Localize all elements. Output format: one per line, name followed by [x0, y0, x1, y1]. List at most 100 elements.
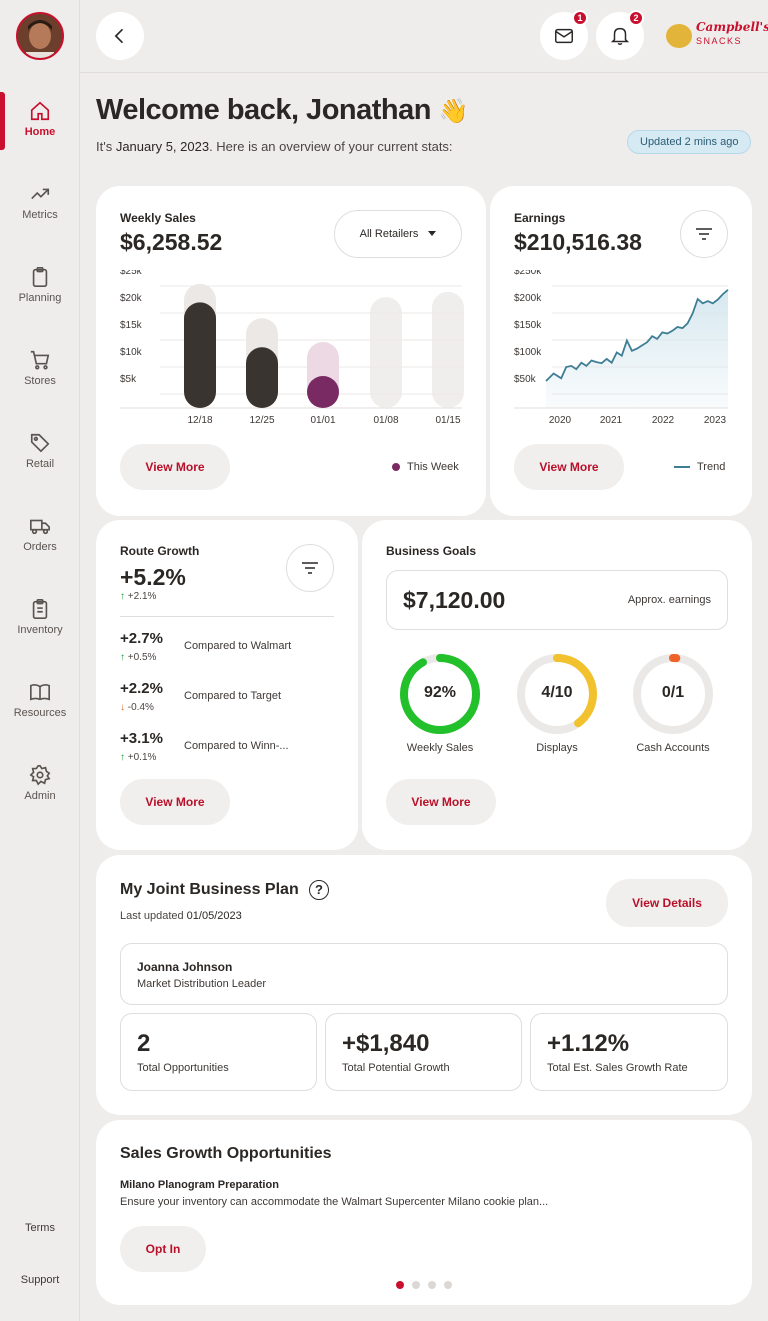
nav-retail[interactable]: Retail: [0, 424, 80, 484]
target-bar: [370, 297, 402, 408]
ring-value: 0/1: [661, 684, 685, 701]
retailer-dropdown[interactable]: All Retailers: [334, 210, 462, 258]
caret-down-icon: [428, 231, 437, 236]
nav-stores[interactable]: Stores: [0, 341, 80, 401]
stat-label: Total Potential Growth: [342, 1062, 450, 1074]
messages-button[interactable]: 1: [540, 10, 588, 60]
carousel-dot[interactable]: [428, 1281, 436, 1289]
sales-bar[interactable]: [246, 347, 278, 408]
row-change-value: +0.5%: [127, 652, 157, 663]
bell-icon: [610, 27, 630, 45]
ring-progress: [633, 654, 713, 734]
help-icon[interactable]: ?: [309, 880, 329, 900]
y-tick-label: $15k: [120, 320, 143, 331]
current-date: January 5, 2023: [115, 139, 210, 154]
earnings-value: $210,516.38: [514, 229, 642, 255]
carousel-dot[interactable]: [444, 1281, 452, 1289]
sales-bar[interactable]: [184, 302, 216, 408]
nav-inventory[interactable]: Inventory: [0, 590, 80, 650]
target-bar: [432, 291, 464, 408]
row-value: +3.1%: [120, 730, 163, 747]
nav-label: Planning: [18, 292, 62, 304]
opportunity-title: Milano Planogram Preparation: [120, 1179, 279, 1191]
earnings-legend: Trend: [674, 461, 725, 473]
stat-total-potential-growth: +$1,840 Total Potential Growth: [325, 1013, 522, 1091]
campbells-snacks-logo[interactable]: Campbell's SNACKS: [666, 20, 768, 52]
nav-label: Stores: [24, 375, 56, 387]
route-growth-filter-button[interactable]: [286, 544, 334, 592]
nav-planning[interactable]: Planning: [0, 258, 80, 318]
stat-total-opportunities: 2 Total Opportunities: [120, 1013, 317, 1091]
ring-value: 92%: [423, 684, 457, 701]
x-tick-label: 12/18: [187, 415, 212, 426]
last-updated-label: Last updated: [120, 910, 187, 922]
retailer-dropdown-value: All Retailers: [359, 228, 419, 240]
updated-badge: Updated 2 mins ago: [627, 130, 752, 154]
nav-metrics[interactable]: Metrics: [0, 175, 80, 235]
notifications-button[interactable]: 2: [596, 10, 644, 60]
route-growth-label: Route Growth: [120, 544, 200, 558]
row-compare: Compared to Walmart: [184, 640, 292, 652]
y-tick-label: $150k: [514, 320, 542, 331]
nav-label: Metrics: [22, 209, 58, 221]
gear-icon: [29, 765, 51, 786]
y-tick-label: $200k: [514, 293, 542, 304]
wave-emoji-icon: 👋: [438, 97, 469, 125]
jbp-title: My Joint Business Plan: [120, 881, 299, 898]
ring-label: Displays: [536, 742, 578, 754]
approx-earnings-value: $7,120.00: [403, 587, 506, 613]
row-value: +2.2%: [120, 680, 163, 697]
nav-orders[interactable]: Orders: [0, 507, 80, 567]
sales-bar[interactable]: [307, 376, 339, 408]
back-button[interactable]: [96, 12, 144, 60]
row-value: +2.7%: [120, 630, 163, 647]
y-tick-label: $20k: [120, 293, 143, 304]
user-avatar[interactable]: [16, 12, 64, 60]
carousel-dot[interactable]: [396, 1281, 404, 1289]
stat-sales-growth-rate: +1.12% Total Est. Sales Growth Rate: [530, 1013, 728, 1091]
welcome-text: Welcome back, Jonathan: [96, 94, 431, 126]
route-growth-view-more-button[interactable]: View More: [120, 779, 230, 825]
clipboard-list-icon: [32, 599, 48, 619]
terms-link[interactable]: Terms: [25, 1222, 55, 1234]
nav-label: Inventory: [17, 624, 63, 636]
nav-resources[interactable]: Resources: [0, 673, 80, 733]
earnings-filter-button[interactable]: [680, 210, 728, 258]
nav-label: Orders: [23, 541, 57, 553]
row-change: ↑ +0.1%: [120, 752, 156, 763]
stat-label: Total Est. Sales Growth Rate: [547, 1062, 688, 1074]
stat-value: +$1,840: [342, 1030, 430, 1057]
x-tick-label: 01/15: [435, 415, 460, 426]
nav-admin[interactable]: Admin: [0, 756, 80, 816]
stat-value: 2: [137, 1030, 151, 1057]
y-tick-label: $10k: [120, 347, 143, 358]
x-tick-label: 2022: [652, 415, 675, 426]
support-link[interactable]: Support: [20, 1274, 60, 1286]
subtitle-prefix: It's: [96, 139, 116, 154]
carousel-dot[interactable]: [412, 1281, 420, 1289]
weekly-sales-view-more-button[interactable]: View More: [120, 444, 230, 490]
nav-label: Retail: [25, 458, 55, 470]
tag-icon: [30, 433, 50, 453]
opt-in-button[interactable]: Opt In: [120, 1226, 206, 1272]
contact-name: Joanna Johnson: [137, 960, 233, 974]
nav-home[interactable]: Home: [0, 92, 80, 152]
joint-business-plan-card: My Joint Business Plan ? Last updated 01…: [96, 855, 752, 1115]
business-goals-view-more-button[interactable]: View More: [386, 779, 496, 825]
business-goals-label: Business Goals: [386, 544, 477, 558]
header-divider: [80, 72, 768, 73]
row-change: ↓ -0.4%: [120, 702, 154, 713]
route-growth-row: +2.2% ↓ -0.4% Compared to Target: [120, 680, 340, 720]
filter-icon: [302, 562, 318, 574]
legend-label: Trend: [697, 461, 726, 473]
y-tick-label: $100k: [514, 347, 542, 358]
earnings-view-more-button[interactable]: View More: [514, 444, 624, 490]
y-tick-label: $250k: [514, 270, 542, 277]
row-change: ↑ +0.5%: [120, 652, 156, 663]
divider: [120, 616, 334, 617]
messages-badge: 1: [572, 10, 588, 26]
earnings-trend-line[interactable]: [545, 289, 729, 382]
approx-earnings-label: Approx. earnings: [627, 594, 711, 606]
view-details-button[interactable]: View Details: [606, 879, 728, 927]
home-icon: [30, 101, 50, 121]
